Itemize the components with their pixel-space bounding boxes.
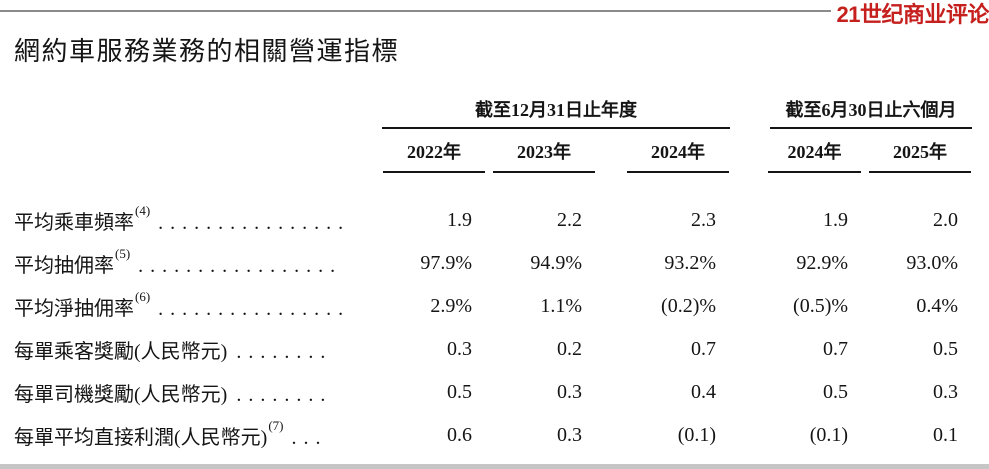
- metric-value: 93.2%: [664, 252, 717, 275]
- column-gap: [732, 242, 768, 285]
- metric-value: 2.2: [557, 209, 582, 232]
- year-header-2023: 2023年: [488, 129, 598, 174]
- column-gap: [732, 285, 768, 328]
- footnote-marker: (4): [135, 202, 151, 218]
- metric-value: 1.1%: [540, 295, 582, 318]
- metric-value: 0.6: [447, 424, 472, 447]
- metric-value: 92.9%: [796, 252, 849, 275]
- table-row-driver-incentive-per-order: 每單司機獎勵(人民幣元)........ 0.5 0.3 0.4 0.5 0.3: [14, 371, 974, 414]
- column-gap: [732, 199, 768, 242]
- year-header-2025-interim: 2025年: [864, 129, 974, 174]
- column-gap: [732, 129, 768, 173]
- header-divider-line: [0, 10, 831, 12]
- metric-value: 1.9: [823, 209, 849, 232]
- metric-label-text: 平均乘車頻率: [14, 212, 134, 235]
- metric-label: 平均抽佣率(5).................: [14, 242, 380, 285]
- table-row-avg-take-rate: 平均抽佣率(5)................. 97.9% 94.9% 93…: [14, 242, 974, 285]
- year-header-2024-interim: 2024年: [768, 129, 864, 174]
- spacer-row: [14, 173, 974, 199]
- metric-value: 1.9: [447, 209, 472, 232]
- top-header: 21世纪商业评论: [0, 0, 989, 34]
- metric-value: 0.7: [823, 338, 849, 361]
- empty-corner-cell: [14, 95, 380, 129]
- metric-value: 93.0%: [906, 252, 959, 275]
- empty-corner-cell: [14, 129, 380, 173]
- metric-label-text: 每單司機獎勵(人民幣元): [14, 384, 228, 407]
- year-header-2022: 2022年: [380, 129, 488, 174]
- column-gap: [732, 95, 768, 129]
- metric-value: (0.1): [809, 424, 849, 447]
- metric-value: 0.5: [933, 338, 959, 361]
- metric-value: 0.3: [557, 424, 582, 447]
- metric-value: 2.3: [691, 209, 717, 232]
- metric-value: 94.9%: [530, 252, 582, 275]
- metric-label-text: 每單乘客獎勵(人民幣元): [14, 341, 228, 364]
- publication-logo: 21世纪商业评论: [836, 2, 989, 27]
- group-header-annual: 截至12月31日止年度: [380, 95, 732, 130]
- footnote-marker: (7): [268, 417, 284, 433]
- dot-leader: ................: [158, 212, 351, 235]
- metric-label-text: 每單平均直接利潤(人民幣元): [14, 427, 268, 450]
- operating-metrics-table: 截至12月31日止年度 截至6月30日止六個月 2022年 2023年 2024…: [14, 95, 974, 457]
- period-group-header-row: 截至12月31日止年度 截至6月30日止六個月: [14, 95, 974, 130]
- table-row-avg-direct-profit-per-order: 每單平均直接利潤(人民幣元)(7)... 0.6 0.3 (0.1) (0.1)…: [14, 414, 974, 457]
- table-row-avg-ride-frequency: 平均乘車頻率(4)................ 1.9 2.2 2.3 1.…: [14, 199, 974, 242]
- metric-value: 0.5: [823, 381, 849, 404]
- metric-value: 0.1: [933, 424, 959, 447]
- column-gap: [732, 414, 768, 457]
- table-row-passenger-incentive-per-order: 每單乘客獎勵(人民幣元)........ 0.3 0.2 0.7 0.7 0.5: [14, 328, 974, 371]
- metric-value: 0.4: [691, 381, 717, 404]
- page-bottom-edge: [0, 464, 989, 469]
- metric-label: 每單平均直接利潤(人民幣元)(7)...: [14, 414, 380, 457]
- metric-value: 0.3: [557, 381, 582, 404]
- metric-label-text: 平均抽佣率: [14, 255, 114, 278]
- metric-value: 2.9%: [430, 295, 472, 318]
- footnote-marker: (5): [115, 245, 131, 261]
- dot-leader: ...: [291, 427, 328, 450]
- column-gap: [732, 371, 768, 414]
- metric-label: 每單乘客獎勵(人民幣元)........: [14, 328, 380, 371]
- group-header-six-months-label: 截至6月30日止六個月: [785, 100, 957, 121]
- metric-value: (0.2)%: [661, 295, 717, 318]
- group-header-annual-label: 截至12月31日止年度: [475, 100, 637, 121]
- dot-leader: ........: [236, 384, 333, 407]
- metric-value: 0.3: [933, 381, 959, 404]
- metric-value: 0.3: [447, 338, 472, 361]
- metric-label: 平均乘車頻率(4)................: [14, 199, 380, 242]
- metric-value: (0.5)%: [793, 295, 849, 318]
- metric-value: 0.4%: [916, 295, 959, 318]
- metric-value: 0.5: [447, 381, 472, 404]
- metric-value: 0.7: [691, 338, 717, 361]
- dot-leader: .................: [138, 255, 343, 278]
- footnote-marker: (6): [135, 288, 151, 304]
- metric-value: 0.2: [557, 338, 582, 361]
- metric-value: 2.0: [933, 209, 959, 232]
- column-gap: [732, 328, 768, 371]
- page-title: 網約車服務業務的相關營運指標: [14, 37, 400, 66]
- dot-leader: ........: [236, 341, 333, 364]
- year-header-2024: 2024年: [598, 129, 732, 174]
- metric-label: 平均淨抽佣率(6)................: [14, 285, 380, 328]
- group-header-six-months: 截至6月30日止六個月: [768, 95, 974, 130]
- year-header-row: 2022年 2023年 2024年 2024年 2025年: [14, 129, 974, 174]
- metric-value: (0.1): [677, 424, 717, 447]
- metric-value: 97.9%: [420, 252, 472, 275]
- table-row-avg-net-take-rate: 平均淨抽佣率(6)................ 2.9% 1.1% (0.2…: [14, 285, 974, 328]
- metric-label-text: 平均淨抽佣率: [14, 298, 134, 321]
- metric-label: 每單司機獎勵(人民幣元)........: [14, 371, 380, 414]
- dot-leader: ................: [158, 298, 351, 321]
